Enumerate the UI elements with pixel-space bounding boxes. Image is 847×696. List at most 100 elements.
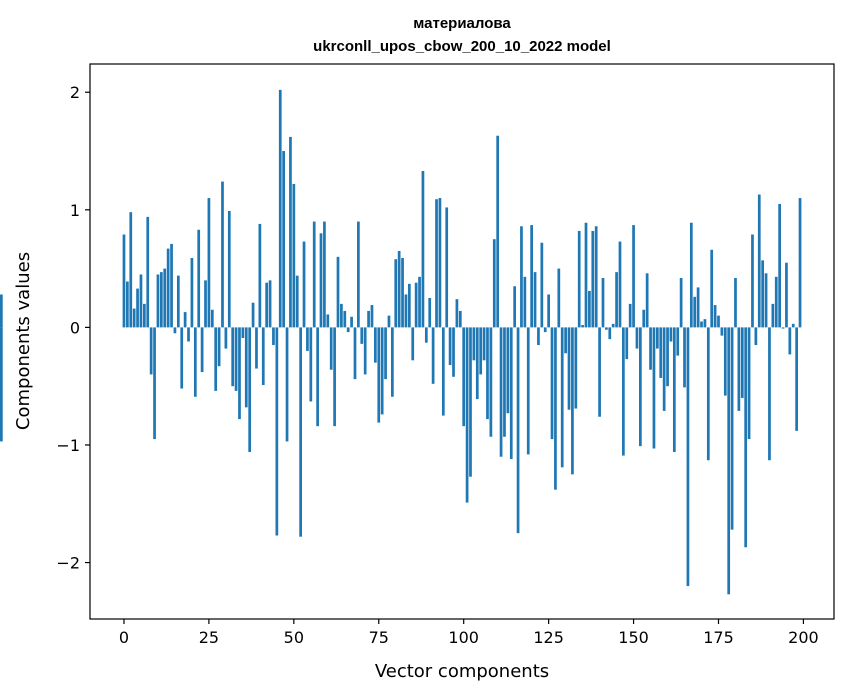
bar [238, 327, 241, 420]
x-tick-label: 0 [119, 628, 129, 647]
bar [170, 243, 173, 328]
bar [737, 327, 741, 411]
bar [149, 327, 153, 375]
bar [244, 327, 248, 408]
bar [255, 327, 258, 369]
bar [720, 327, 724, 336]
bar [642, 309, 646, 328]
bar [424, 327, 428, 343]
bar [778, 203, 781, 328]
bar [601, 278, 605, 328]
bar [479, 327, 483, 375]
bar [418, 276, 421, 328]
bar [374, 327, 377, 363]
bar [516, 327, 520, 534]
bar [533, 272, 537, 328]
bar [272, 327, 275, 346]
bar [397, 250, 401, 328]
bar [710, 249, 714, 328]
bar [268, 280, 272, 328]
chart-title: материалова [413, 15, 511, 32]
bar [462, 327, 466, 427]
bar [486, 327, 489, 420]
bar [785, 262, 788, 328]
x-tick-label: 200 [788, 628, 819, 647]
bar [285, 327, 289, 442]
bar [520, 226, 523, 328]
bar [319, 233, 323, 328]
bar [696, 287, 700, 328]
bar [126, 281, 129, 328]
x-axis: 0 25 50 75 100 125 150 175 200 [119, 619, 819, 647]
bar [560, 327, 564, 468]
bar [153, 327, 156, 440]
bar [190, 258, 194, 328]
x-axis-label: Vector components [375, 661, 549, 682]
bar [727, 327, 731, 595]
bar [639, 327, 642, 447]
bar [452, 327, 455, 377]
y-tick-label: −2 [56, 554, 80, 573]
bar [686, 327, 690, 587]
bar [734, 278, 737, 328]
bar [622, 327, 625, 456]
bar [251, 302, 255, 328]
bar [353, 327, 357, 380]
bar [761, 260, 765, 328]
bar [611, 323, 615, 328]
bar [146, 216, 150, 328]
plot-frame [89, 63, 835, 620]
bar [306, 327, 309, 351]
bar [703, 319, 707, 328]
bar [309, 327, 313, 402]
bar [652, 327, 656, 449]
bar [526, 327, 530, 455]
bar [788, 327, 792, 355]
bar [258, 223, 262, 328]
bar [550, 327, 554, 440]
bar [577, 230, 581, 328]
bar [571, 327, 574, 475]
bar [598, 327, 601, 417]
bar [537, 327, 540, 346]
bar [605, 327, 608, 330]
y-tick-label: 2 [70, 83, 80, 102]
bar [316, 327, 319, 427]
x-tick-label: 25 [199, 628, 219, 647]
bar [407, 283, 411, 328]
bar [465, 327, 469, 503]
bar [312, 221, 316, 328]
bar [360, 327, 364, 344]
bar [265, 282, 269, 328]
bar [679, 278, 683, 328]
bar [224, 327, 228, 349]
bar [632, 225, 635, 328]
bar [662, 327, 666, 411]
bar [183, 312, 187, 328]
bar [554, 327, 557, 490]
bar [445, 207, 449, 328]
chart-subtitle: ukrconll_upos_cbow_200_10_2022 model [313, 38, 611, 55]
bar [214, 327, 218, 391]
bar [693, 296, 697, 328]
bar [241, 327, 245, 338]
bar [645, 273, 649, 328]
bar [543, 327, 547, 333]
bar [193, 327, 197, 397]
bar [594, 226, 598, 328]
bar [404, 294, 408, 328]
x-tick-label: 75 [369, 628, 389, 647]
bar [625, 327, 629, 360]
bar [234, 327, 238, 391]
x-tick-label: 150 [618, 628, 649, 647]
y-tick-label: 0 [70, 318, 80, 337]
bar [713, 305, 717, 328]
bar [204, 280, 207, 328]
bar [357, 221, 360, 328]
bar [798, 198, 802, 328]
bar [323, 221, 326, 328]
bar [187, 327, 190, 342]
bar [557, 268, 561, 328]
bar [380, 327, 384, 415]
